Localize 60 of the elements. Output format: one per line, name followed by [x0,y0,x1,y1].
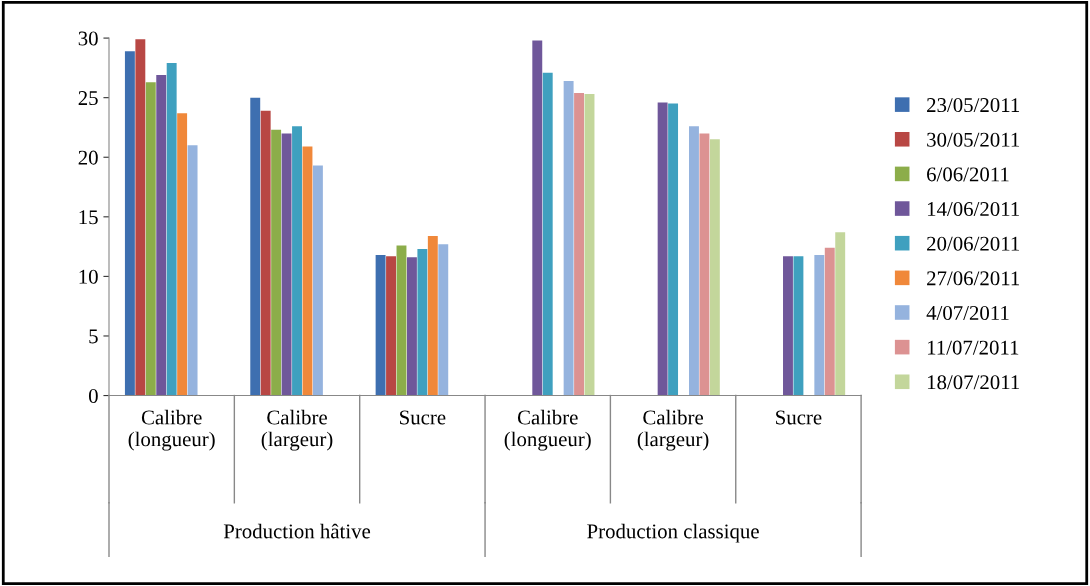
y-tick-label: 15 [79,210,98,225]
bar [250,97,261,396]
bar [271,129,282,396]
bar [574,92,585,396]
text: Production classique [587,523,759,543]
bar [417,248,428,396]
legend-label: 14/06/2011 [927,201,1020,217]
x-tick-label: Sucre [776,410,822,425]
x-tick-label: Sucre [400,410,446,425]
bar [542,72,553,396]
bar [532,40,543,396]
bar [709,139,720,396]
legend-label: 30/05/2011 [927,132,1020,147]
bar [312,165,323,396]
y-tick-label: 20 [78,150,98,165]
x-tick-label: Calibre (longueur) [504,409,591,451]
bar [260,110,271,396]
bar [386,256,396,396]
legend-label: 18/07/2011 [927,375,1020,390]
bar [657,102,668,396]
bar [835,232,846,396]
bar [177,113,188,396]
bar [814,254,825,396]
legend-label: 23/05/2011 [927,98,1020,113]
y-tick-label: 25 [78,91,98,106]
bar [689,126,699,396]
x-tick-label: Calibre (largeur) [261,409,333,451]
bar [563,80,574,396]
bar [156,75,167,396]
legend-label: 27/06/2011 [927,271,1020,286]
bar [302,146,313,396]
bar [281,133,292,396]
bar [135,39,146,396]
bar [166,63,177,396]
bar [438,244,449,396]
bar [124,51,135,396]
bar [427,235,438,396]
bar [145,82,156,396]
legend-label: 11/07/2011 [927,340,1019,355]
legend-label: 20/06/2011 [927,236,1020,251]
bar [668,103,679,396]
y-tick-label: 0 [88,388,98,403]
bar [699,133,710,396]
bar [783,256,793,396]
legend-label: 6/06/2011 [927,167,1009,182]
x-tick-label: Calibre (largeur) [637,409,709,451]
y-tick-label: 10 [79,269,98,284]
bar [793,256,804,396]
y-tick-label: 5 [89,329,98,344]
text: Production hâtive [223,523,371,539]
bar [824,247,835,396]
bar [584,94,595,396]
legend-label: 4/07/2011 [926,305,1009,320]
bar [396,245,407,396]
x-tick-label: Calibre (longueur) [128,409,215,451]
bar [375,254,386,396]
y-tick-label: 30 [78,31,98,46]
bar [187,145,198,396]
bar [292,126,302,396]
bar [406,257,417,396]
